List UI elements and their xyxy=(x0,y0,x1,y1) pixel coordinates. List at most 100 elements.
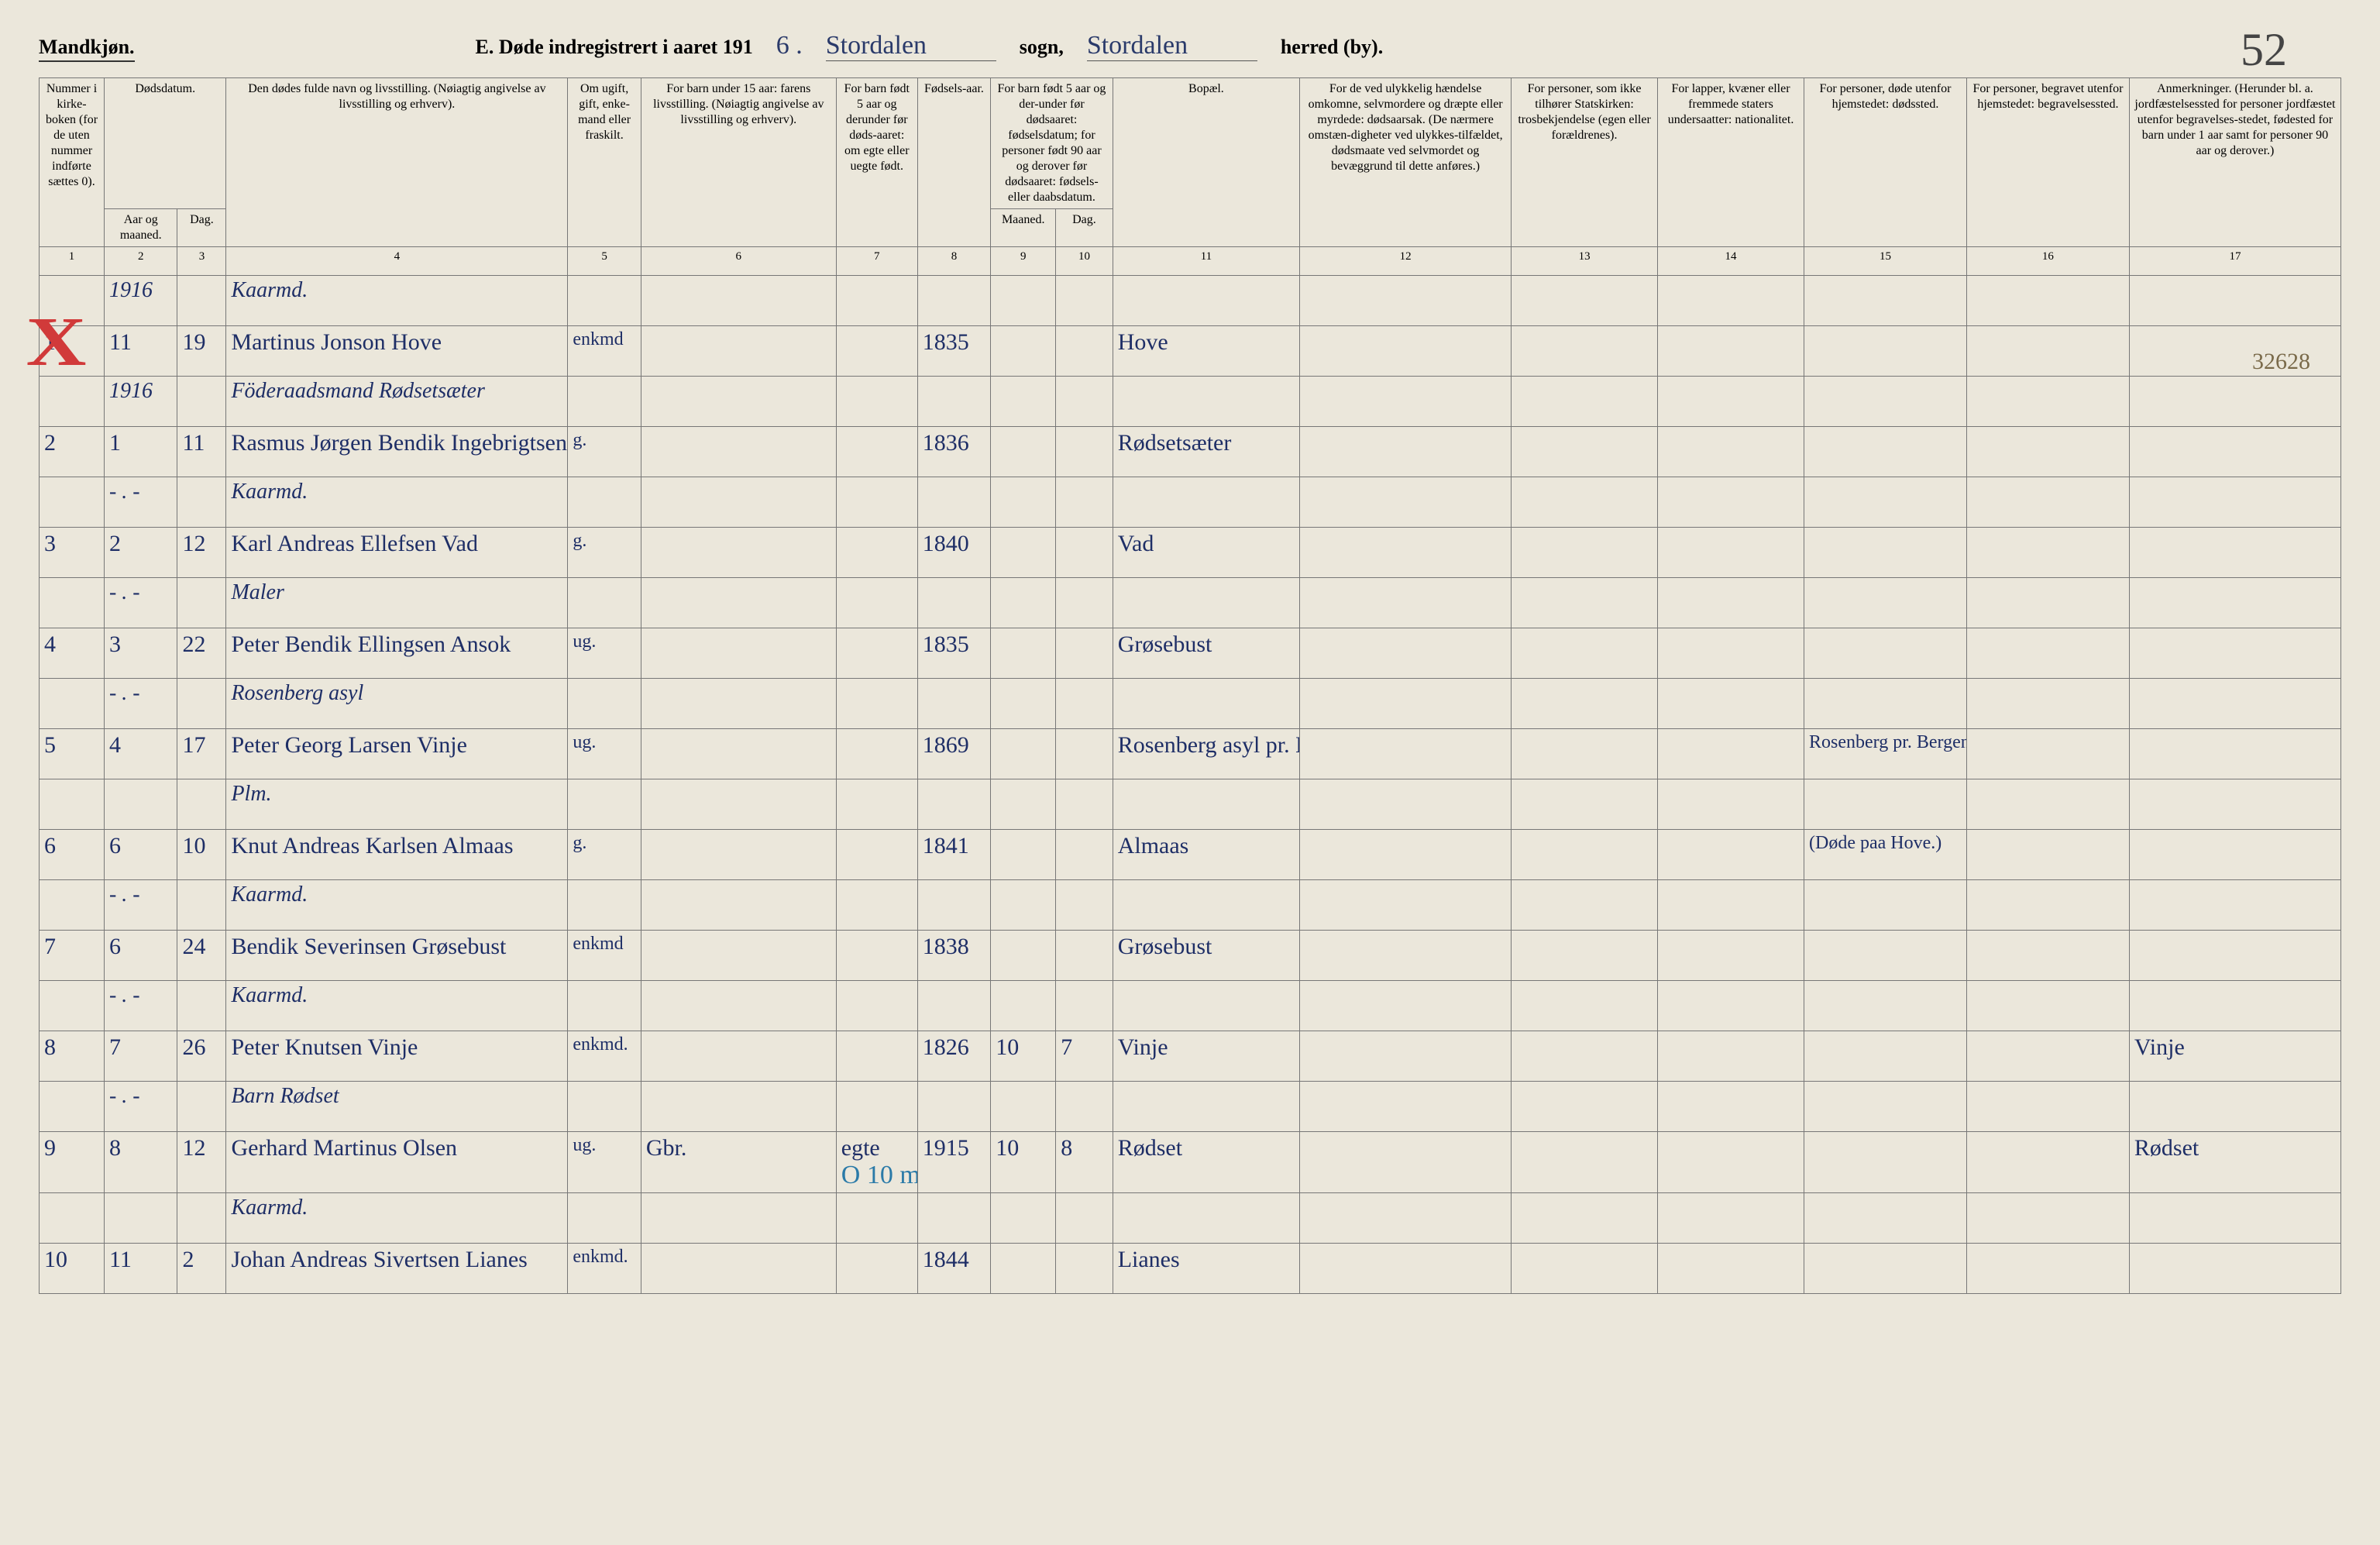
cell xyxy=(1056,880,1113,931)
column-number: 13 xyxy=(1512,247,1658,276)
cell xyxy=(568,981,641,1031)
cell: Maler xyxy=(226,578,568,628)
cell xyxy=(2129,981,2340,1031)
cell xyxy=(1300,427,1512,477)
cell xyxy=(1658,1031,1804,1082)
cell xyxy=(991,830,1056,880)
cell: 1841 xyxy=(917,830,990,880)
cell xyxy=(1056,628,1113,679)
cell xyxy=(2129,477,2340,528)
cell xyxy=(991,1193,1056,1244)
cell: 3 xyxy=(40,528,105,578)
cell xyxy=(568,1082,641,1132)
cell: enkmd xyxy=(568,931,641,981)
cell xyxy=(1966,377,2129,427)
cell: 1844 xyxy=(917,1244,990,1294)
cell: 2 xyxy=(104,528,177,578)
cell xyxy=(917,578,990,628)
cell xyxy=(1804,477,1967,528)
cell: Peter Georg Larsen Vinje xyxy=(226,729,568,779)
cell: 5 xyxy=(40,729,105,779)
cell xyxy=(1966,1244,2129,1294)
cell: 4 xyxy=(104,729,177,779)
cell: 10 xyxy=(177,830,226,880)
cell: 3 xyxy=(104,628,177,679)
cell: enkmd xyxy=(568,326,641,377)
cell: Vinje xyxy=(2129,1031,2340,1082)
col-header: Fødsels-aar. xyxy=(917,78,990,247)
cell: 8 xyxy=(104,1132,177,1193)
cell xyxy=(836,578,917,628)
cell xyxy=(1804,528,1967,578)
cell xyxy=(2129,931,2340,981)
cell xyxy=(1804,1082,1967,1132)
occupation-row: Kaarmd. xyxy=(40,1193,2341,1244)
cell xyxy=(1966,578,2129,628)
cell xyxy=(1804,880,1967,931)
cell: 6 xyxy=(40,830,105,880)
cell xyxy=(1658,377,1804,427)
cell xyxy=(641,427,836,477)
cell: (Døde paa Hove.) xyxy=(1804,830,1967,880)
col-header: For de ved ulykkelig hændelse omkomne, s… xyxy=(1300,78,1512,247)
cell: 9 xyxy=(40,1132,105,1193)
cell xyxy=(1512,1031,1658,1082)
col-header: Anmerkninger. (Herunder bl. a. jordfæste… xyxy=(2129,78,2340,247)
cell xyxy=(1966,628,2129,679)
cell xyxy=(1966,679,2129,729)
cell: Grøsebust xyxy=(1113,628,1299,679)
occupation-row: - . -Maler xyxy=(40,578,2341,628)
cell xyxy=(2129,628,2340,679)
cell xyxy=(40,779,105,830)
cell xyxy=(1056,729,1113,779)
cell xyxy=(2129,276,2340,326)
cell xyxy=(568,477,641,528)
cell xyxy=(991,377,1056,427)
cell xyxy=(641,830,836,880)
column-number: 7 xyxy=(836,247,917,276)
cell: Grøsebust xyxy=(1113,931,1299,981)
cell xyxy=(1966,528,2129,578)
cell xyxy=(2129,1082,2340,1132)
cell: - . - xyxy=(104,477,177,528)
cell: 7 xyxy=(104,1031,177,1082)
cell xyxy=(836,377,917,427)
cell: 1838 xyxy=(917,931,990,981)
cell xyxy=(1804,427,1967,477)
cell xyxy=(641,578,836,628)
cell xyxy=(1300,377,1512,427)
cell: 6 xyxy=(104,931,177,981)
cell: - . - xyxy=(104,880,177,931)
cell xyxy=(1512,427,1658,477)
cell xyxy=(1804,1244,1967,1294)
occupation-row: - . -Rosenberg asyl xyxy=(40,679,2341,729)
cell: g. xyxy=(568,830,641,880)
cell xyxy=(917,779,990,830)
column-number: 16 xyxy=(1966,247,2129,276)
column-number: 3 xyxy=(177,247,226,276)
cell xyxy=(1512,931,1658,981)
cell: 1835 xyxy=(917,628,990,679)
col-subheader: Dag. xyxy=(1056,209,1113,247)
cell: Kaarmd. xyxy=(226,477,568,528)
cell xyxy=(568,276,641,326)
archive-code: 32628 xyxy=(2252,349,2310,375)
cell xyxy=(991,578,1056,628)
cell xyxy=(917,477,990,528)
cell: 26 xyxy=(177,1031,226,1082)
cell: 2 xyxy=(40,427,105,477)
cell xyxy=(836,931,917,981)
col-header: For personer, døde utenfor hjemstedet: d… xyxy=(1804,78,1967,247)
cell xyxy=(641,981,836,1031)
cell xyxy=(1300,276,1512,326)
cell xyxy=(1300,931,1512,981)
cell xyxy=(641,477,836,528)
cell: 12 xyxy=(177,528,226,578)
occupation-row: 1916Föderaadsmand Rødsetsæter xyxy=(40,377,2341,427)
cell: 1916 xyxy=(104,276,177,326)
occupation-row: 1916Kaarmd. xyxy=(40,276,2341,326)
cell xyxy=(1056,377,1113,427)
cell: Föderaadsmand Rødsetsæter xyxy=(226,377,568,427)
cell xyxy=(1113,377,1299,427)
cell: g. xyxy=(568,427,641,477)
